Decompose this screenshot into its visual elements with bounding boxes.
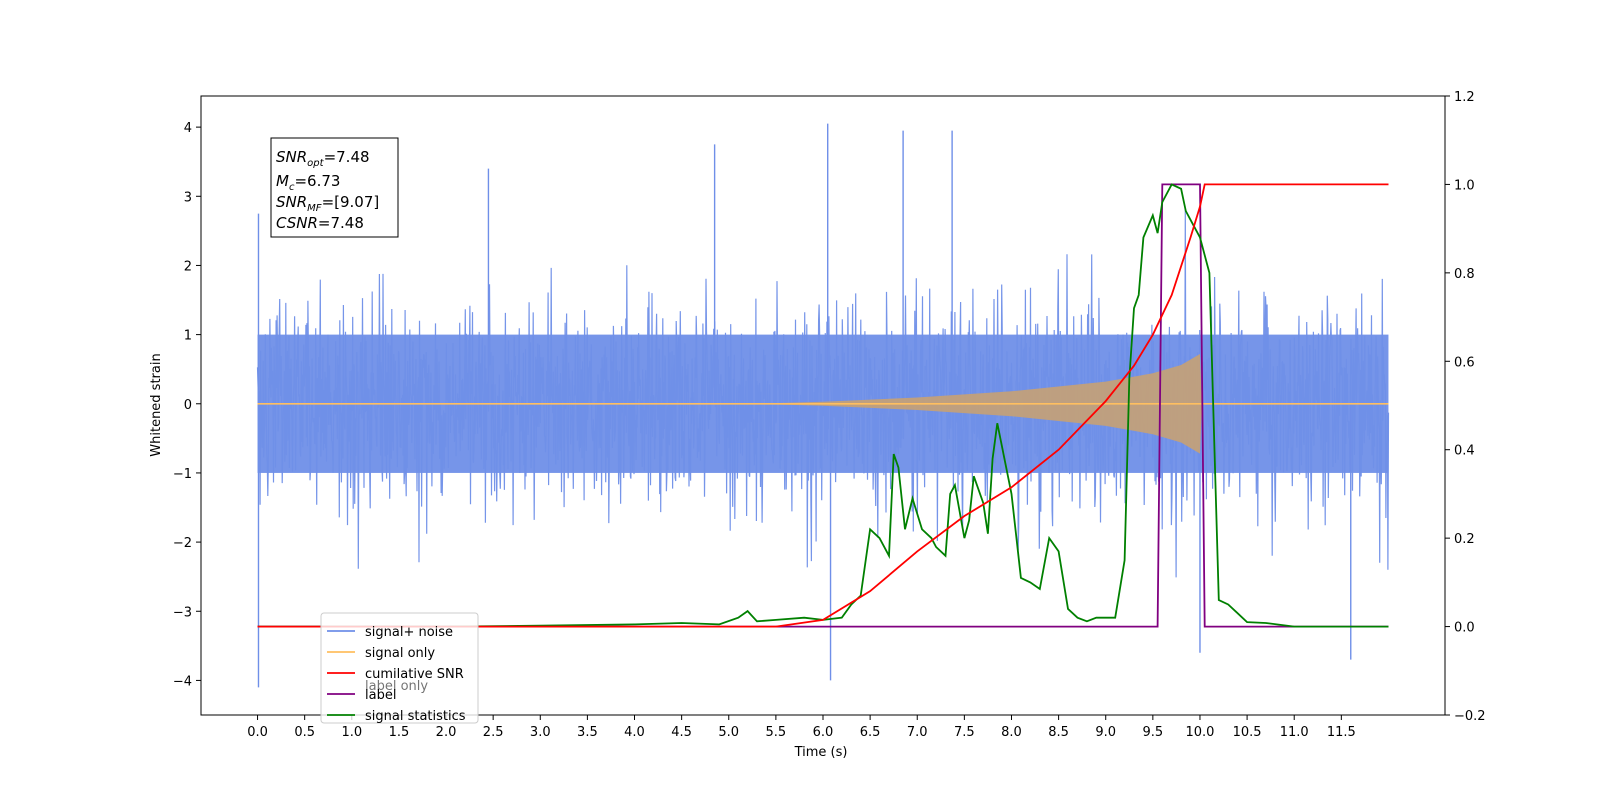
- legend-label: signal+ noise: [365, 625, 453, 640]
- y-tick-label: 2: [184, 259, 192, 274]
- x-tick-label: 2.0: [436, 725, 457, 740]
- x-tick-label: 8.5: [1048, 725, 1069, 740]
- info-csnr: CSNR=7.48: [276, 214, 364, 232]
- y-axis-left: 4 3 2 1 0 −1 −2 −3 −4: [173, 121, 201, 689]
- info-mc: Mc=6.73: [276, 172, 340, 193]
- y2-tick-label: 1.0: [1454, 178, 1475, 193]
- info-snr-mf-sub: MF: [307, 203, 322, 214]
- info-mc-symbol: M: [276, 172, 289, 190]
- x-tick-label: 7.5: [954, 725, 975, 740]
- x-tick-label: 11.0: [1280, 725, 1309, 740]
- info-snr-opt-value: =7.48: [324, 148, 370, 166]
- info-box-frame: [270, 137, 399, 238]
- x-tick-label: 10.5: [1233, 725, 1262, 740]
- info-snr-mf: SNRMF=[9.07]: [276, 193, 379, 214]
- info-mc-sub: c: [289, 182, 295, 193]
- info-snr-opt: SNRopt=7.48: [276, 148, 370, 169]
- x-tick-label: 6.0: [813, 725, 834, 740]
- info-snr-opt-symbol: SNR: [276, 148, 307, 166]
- y2-tick-label: 0.4: [1454, 444, 1475, 459]
- x-tick-label: 10.0: [1185, 725, 1214, 740]
- info-snr-mf-symbol: SNR: [276, 193, 307, 211]
- x-tick-label: 1.5: [389, 725, 410, 740]
- info-snr-opt-sub: opt: [307, 158, 324, 169]
- y-tick-label: −2: [173, 536, 192, 551]
- y-axis-label: Whitened strain: [149, 353, 164, 456]
- x-tick-label: 9.5: [1143, 725, 1164, 740]
- x-tick-label: 5.5: [766, 725, 787, 740]
- y2-tick-label: 0.8: [1454, 267, 1475, 282]
- x-tick-label: 2.5: [483, 725, 504, 740]
- y-tick-label: 3: [184, 190, 192, 205]
- x-tick-label: 7.0: [907, 725, 928, 740]
- y2-tick-label: 0.2: [1454, 532, 1475, 547]
- info-snr-mf-value: =[9.07]: [322, 193, 380, 211]
- cumulative-snr-series: [257, 183, 1389, 628]
- y-axis-right: 1.2 1.0 0.8 0.6 0.4 0.2 0.0 −0.2: [1445, 90, 1486, 724]
- legend-hidden-text: label only: [365, 679, 428, 694]
- x-tick-label: 4.0: [624, 725, 645, 740]
- info-mc-value: =6.73: [294, 172, 340, 190]
- x-tick-label: 9.0: [1095, 725, 1116, 740]
- y2-tick-label: 0.6: [1454, 355, 1475, 370]
- x-axis-label: Time (s): [794, 745, 848, 760]
- y2-tick-label: 0.0: [1454, 621, 1475, 636]
- y-tick-label: 4: [184, 121, 192, 136]
- x-tick-label: 1.0: [341, 725, 362, 740]
- y2-tick-label: 1.2: [1454, 90, 1475, 105]
- info-box: SNRopt=7.48 Mc=6.73 SNRMF=[9.07] CSNR=7.…: [270, 137, 399, 238]
- y-tick-label: 1: [184, 329, 192, 344]
- y-tick-label: 0: [184, 398, 192, 413]
- info-csnr-symbol: CSNR: [276, 214, 318, 232]
- info-csnr-value: =7.48: [318, 214, 364, 232]
- y-tick-label: −1: [173, 467, 192, 482]
- x-tick-label: 0.5: [294, 725, 315, 740]
- legend-label: label: [365, 688, 396, 703]
- legend-label: signal only: [365, 646, 435, 661]
- x-tick-label: 4.5: [671, 725, 692, 740]
- legend-frame: [320, 612, 479, 724]
- label-series: [257, 183, 1389, 628]
- x-tick-label: 6.5: [860, 725, 881, 740]
- x-tick-label: 3.0: [530, 725, 551, 740]
- legend-label: cumilative SNR: [365, 667, 464, 682]
- x-tick-label: 0.0: [247, 725, 268, 740]
- y2-tick-label: −0.2: [1454, 709, 1486, 724]
- x-tick-label: 11.5: [1327, 725, 1356, 740]
- y-tick-label: −4: [173, 674, 192, 689]
- x-tick-label: 3.5: [577, 725, 598, 740]
- x-axis: 0.0 0.5 1.0 1.5 2.0 2.5 3.0 3.5 4.0 4.5 5.0 5.5 6.0 6…: [247, 715, 1356, 740]
- x-tick-label: 8.0: [1001, 725, 1022, 740]
- y-tick-label: −3: [173, 605, 192, 620]
- legend: label only signal+ noise signal only cumil…: [320, 612, 479, 724]
- x-tick-label: 5.0: [718, 725, 739, 740]
- signal-statistics-series: [257, 183, 1389, 628]
- legend-label: signal statistics: [365, 709, 466, 724]
